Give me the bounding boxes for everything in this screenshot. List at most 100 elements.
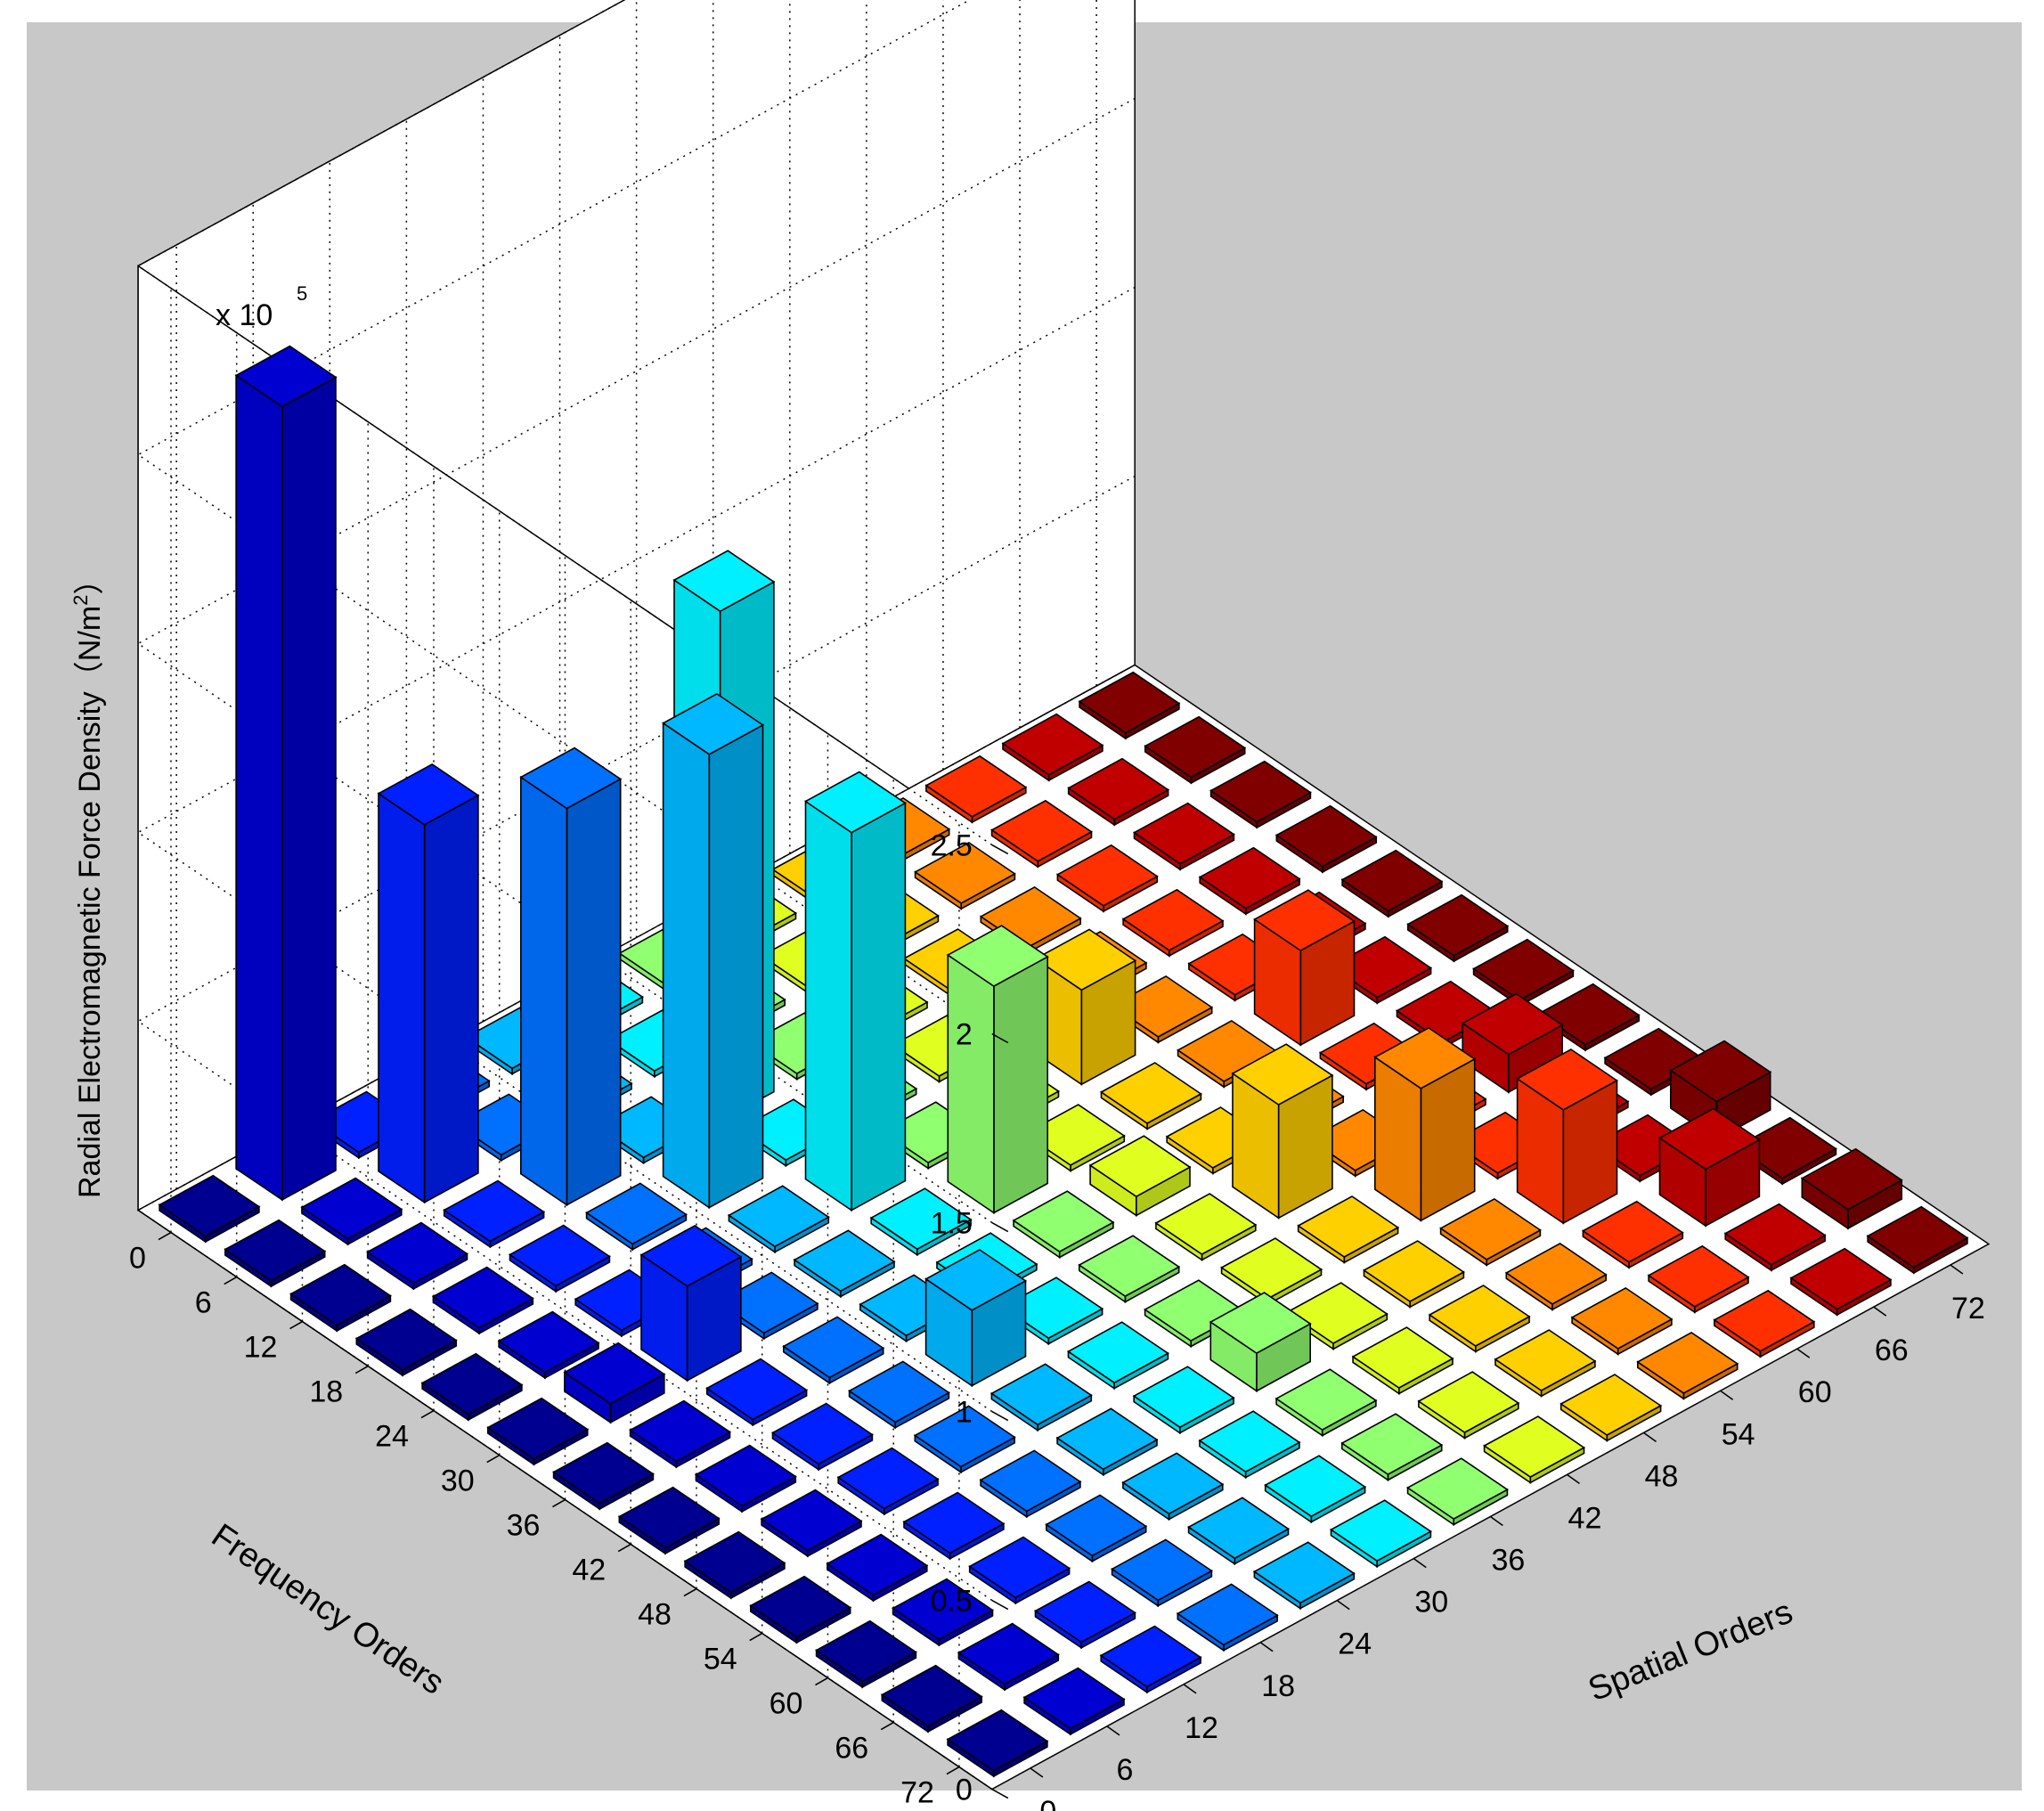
bar-face-top <box>902 1491 1006 1554</box>
bar-face-top <box>1154 1193 1258 1255</box>
bar-s72-f72 <box>1866 1205 1969 1275</box>
bar-face-top <box>1099 1062 1202 1124</box>
bar-face-top <box>300 1177 403 1240</box>
bar-face-top <box>1340 1413 1444 1476</box>
bar-s60-f18 <box>1121 888 1225 958</box>
bar-face-top <box>1472 938 1575 1001</box>
bar-face-top <box>727 1185 830 1248</box>
bar-face-top <box>519 746 623 810</box>
bar-face-top <box>1055 1407 1159 1471</box>
bar-face-top <box>158 1174 261 1237</box>
bar-s18-f48 <box>913 1405 1016 1474</box>
bar-s48-f42 <box>1231 1043 1334 1220</box>
bar-s36-f72 <box>1406 1457 1509 1527</box>
bar-face-top <box>1789 1247 1893 1310</box>
bar-s42-f60 <box>1351 1326 1454 1395</box>
bar-face-top <box>1187 1497 1291 1560</box>
bar-s6-f42 <box>694 1444 797 1513</box>
bar-face-front <box>851 802 907 1211</box>
bar-s24-f18 <box>662 692 765 1210</box>
bar-s0-f72 <box>946 1709 1049 1778</box>
spatial-tick-label: 48 <box>1645 1459 1679 1493</box>
frequency-tick-label: 12 <box>244 1331 278 1365</box>
bar-face-top <box>1099 1625 1202 1688</box>
bar-s72-f66 <box>1800 1147 1903 1230</box>
bar-face-top <box>836 1447 940 1510</box>
bar-s72-f0 <box>1078 671 1181 740</box>
bar-face-top <box>585 1182 688 1245</box>
bar-face-top <box>1132 1366 1235 1429</box>
spatial-tick-label: 54 <box>1722 1417 1755 1451</box>
frequency-tick-label: 72 <box>900 1776 934 1810</box>
bar-face-front <box>708 723 764 1209</box>
bar-face-top <box>1176 1583 1279 1646</box>
z-grid-line <box>136 286 1136 1413</box>
bar-face-top <box>497 1310 600 1374</box>
bar-s60-f12 <box>1055 844 1159 913</box>
z-exponent-power: 5 <box>297 282 307 305</box>
bar-face-top <box>1504 1242 1608 1305</box>
bar-s60-f66 <box>1647 1244 1750 1314</box>
bar-s12-f48 <box>836 1447 940 1516</box>
bar-face-top <box>1022 1104 1126 1166</box>
frequency-tick-label: 48 <box>638 1598 672 1632</box>
bar-face-top <box>782 1316 885 1379</box>
bar-s6-f36 <box>629 1399 732 1469</box>
bar-face-top <box>1144 715 1247 779</box>
frequency-tick-label: 42 <box>572 1554 606 1587</box>
frequency-tick-mark <box>552 1498 566 1508</box>
bar-s42-f72 <box>1483 1415 1586 1484</box>
frequency-tick-label: 0 <box>129 1242 146 1276</box>
bar-s48-f30 <box>1099 1062 1202 1130</box>
bar-s0-f48 <box>683 1530 786 1600</box>
bar-face-top <box>1209 760 1312 823</box>
bar-s48-f60 <box>1428 1285 1531 1353</box>
bar-face-side <box>235 373 283 1202</box>
bar-face-top <box>979 1449 1082 1513</box>
bar-face-top <box>629 1399 732 1463</box>
z-grid-line <box>136 664 1136 1791</box>
bar-face-top <box>563 1342 666 1405</box>
spatial-tick-label: 24 <box>1338 1627 1372 1661</box>
bar-face-top <box>552 1441 655 1505</box>
bar-s60-f6 <box>990 799 1094 869</box>
bar-s18-f60 <box>1045 1494 1148 1563</box>
bar-face-top <box>683 1530 786 1594</box>
z-tick-label: 0.5 <box>931 1585 973 1619</box>
bar-face-top <box>1034 928 1137 991</box>
spatial-tick-label: 72 <box>1951 1292 1985 1326</box>
bar-face-top <box>1406 1457 1509 1521</box>
bar-face-top <box>617 1486 721 1549</box>
frequency-tick-mark <box>815 1676 828 1686</box>
z-axis-label-sup: 2 <box>69 595 92 606</box>
bar-face-top <box>880 1664 983 1727</box>
bar-s24-f48 <box>989 1363 1093 1432</box>
bar-s48-f24 <box>1034 928 1137 1086</box>
bar-s30-f66 <box>1264 1455 1367 1524</box>
bar-face-top <box>924 755 1028 818</box>
bar-face-top <box>946 925 1049 988</box>
bar-s0-f30 <box>486 1397 590 1466</box>
bar-face-side <box>804 800 852 1212</box>
spatial-tick-label: 6 <box>1116 1753 1133 1787</box>
bar-face-top <box>662 692 765 755</box>
bar-face-top <box>869 1187 973 1251</box>
bar-face-top <box>913 1405 1016 1468</box>
spatial-tick-label: 66 <box>1875 1334 1909 1367</box>
spatial-tick-mark <box>1796 1348 1811 1358</box>
spatial-tick-label: 18 <box>1261 1669 1295 1703</box>
z-grid-line <box>136 475 1136 1602</box>
bar-face-top <box>924 1248 1028 1311</box>
bar-face-top <box>1078 671 1181 734</box>
bar-face-top <box>793 1229 896 1293</box>
bar-face-top <box>1088 1135 1192 1198</box>
bar-s72-f12 <box>1209 760 1312 829</box>
bar-s24-f60 <box>1121 1452 1225 1521</box>
z-tick-label: 1 <box>956 1396 973 1430</box>
spatial-tick-mark <box>1336 1600 1350 1611</box>
bar-face-top <box>1406 893 1510 957</box>
bar-face-top <box>1723 1203 1827 1266</box>
bar-s18-f66 <box>1111 1538 1213 1608</box>
bar-face-top <box>1220 1237 1323 1300</box>
z-tick-label: 2.5 <box>931 829 973 863</box>
